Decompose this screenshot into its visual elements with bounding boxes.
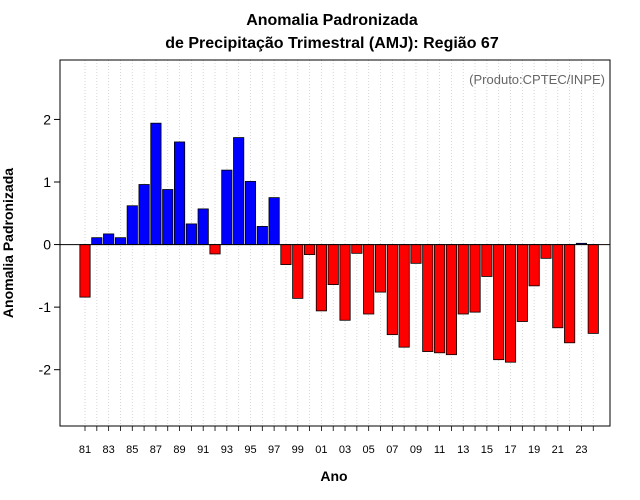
x-tick-label: 81 xyxy=(79,444,91,456)
bar-2006 xyxy=(374,244,387,293)
chart-subtitle: de Precipitação Trimestral (AMJ): Região… xyxy=(165,35,499,52)
x-tick-label: 99 xyxy=(292,444,304,456)
bar-1989 xyxy=(174,141,186,245)
bar-1990 xyxy=(185,223,197,245)
bar-1988 xyxy=(162,189,174,245)
bar-2003 xyxy=(339,244,351,321)
x-axis: 81 83 85 87 89 91 93 95 97 99 01 03 05 07 09 11 13 15 17 19… xyxy=(79,426,594,456)
bars xyxy=(79,122,599,363)
bar-2009 xyxy=(410,244,422,264)
x-tick-label: 95 xyxy=(244,444,256,456)
bar-1985 xyxy=(126,205,138,245)
x-tick-label: 97 xyxy=(268,444,280,456)
bar-2017 xyxy=(504,244,517,363)
bar-1987 xyxy=(150,122,162,245)
x-tick-label: 07 xyxy=(386,444,398,456)
bar-1991 xyxy=(197,208,209,245)
x-tick-label: 17 xyxy=(504,444,516,456)
x-tick-label: 13 xyxy=(457,444,469,456)
bar-1983 xyxy=(103,233,115,245)
y-axis-title: Anomalia Padronizada xyxy=(0,168,16,318)
x-tick-label: 21 xyxy=(552,444,564,456)
y-tick-label: 2 xyxy=(43,111,51,127)
bar-1981 xyxy=(79,244,91,298)
x-axis-title: Ano xyxy=(320,468,347,484)
x-tick-label: 89 xyxy=(173,444,185,456)
x-tick-label: 19 xyxy=(528,444,540,456)
bar-2005 xyxy=(363,244,375,315)
bar-1999 xyxy=(292,244,304,299)
bar-1986 xyxy=(138,184,150,245)
bar-1993 xyxy=(221,169,233,245)
x-tick-label: 91 xyxy=(197,444,209,456)
x-tick-label: 87 xyxy=(150,444,162,456)
bar-2019 xyxy=(528,244,540,287)
bar-2011 xyxy=(434,244,446,354)
x-tick-label: 01 xyxy=(315,444,327,456)
x-tick-label: 83 xyxy=(103,444,115,456)
bar-2013 xyxy=(457,244,469,315)
x-tick-label: 23 xyxy=(575,444,587,456)
y-tick-label: -1 xyxy=(39,299,52,315)
bar-1992 xyxy=(209,244,221,255)
bar-1996 xyxy=(256,226,268,245)
y-axis: -2 -1 0 1 2 xyxy=(39,111,60,378)
bar-1995 xyxy=(244,180,257,245)
bar-2010 xyxy=(422,244,434,352)
bar-2016 xyxy=(493,244,505,361)
bar-2008 xyxy=(398,244,410,348)
x-tick-label: 15 xyxy=(481,444,493,456)
y-tick-label: 0 xyxy=(43,237,51,253)
bar-2007 xyxy=(386,244,398,336)
y-tick-label: 1 xyxy=(43,174,51,190)
x-tick-label: 05 xyxy=(363,444,375,456)
chart-title: Anomalia Padronizada xyxy=(246,12,418,29)
bar-2014 xyxy=(469,244,481,313)
bar-1997 xyxy=(268,197,280,245)
bar-1998 xyxy=(280,244,292,265)
bar-2020 xyxy=(540,244,552,259)
bar-2015 xyxy=(481,244,493,277)
x-tick-label: 09 xyxy=(410,444,422,456)
bar-2000 xyxy=(304,244,316,255)
bar-2004 xyxy=(351,244,363,254)
x-tick-label: 93 xyxy=(221,444,233,456)
x-tick-label: 11 xyxy=(434,444,445,456)
y-tick-label: -2 xyxy=(39,362,52,378)
x-tick-label: 85 xyxy=(126,444,138,456)
bar-1994 xyxy=(233,137,245,245)
bar-2018 xyxy=(516,244,528,322)
x-tick-label: 03 xyxy=(339,444,351,456)
bar-2002 xyxy=(327,244,339,286)
bar-1984 xyxy=(114,237,127,245)
bar-1982 xyxy=(91,237,103,245)
bar-2001 xyxy=(315,244,327,312)
bar-2022 xyxy=(564,244,576,344)
bar-2021 xyxy=(552,244,564,329)
bar-2012 xyxy=(445,244,457,356)
plot-frame xyxy=(59,59,611,427)
bar-2024 xyxy=(587,244,599,334)
credit-label: (Produto:CPTEC/INPE) xyxy=(469,72,605,87)
